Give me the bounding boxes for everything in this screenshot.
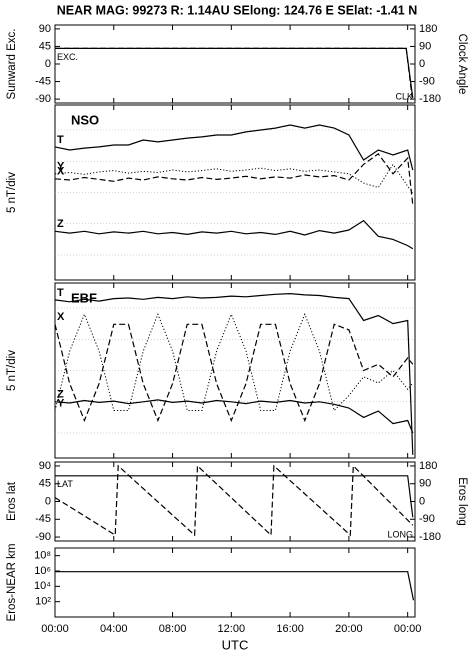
series-label: LONG (387, 529, 413, 539)
y-tick-label: 10⁶ (34, 565, 51, 577)
x-axis-label: UTC (222, 637, 249, 652)
y-tick-label: 0 (45, 495, 51, 507)
y2-tick-label: -90 (419, 75, 435, 87)
y-axis-label: 5 nT/div (6, 350, 18, 391)
x-tick-label: 00:00 (394, 623, 422, 635)
x-tick-label: 04:00 (100, 623, 128, 635)
series-line (54, 323, 414, 423)
y-tick-label: -45 (35, 513, 51, 525)
y2-tick-label: 90 (419, 40, 431, 52)
y2-tick-label: 0 (419, 495, 425, 507)
series-line (54, 464, 414, 537)
y-axis-label: 5 nT/div (6, 172, 18, 213)
y2-tick-label: 90 (419, 478, 431, 490)
panel-frame (54, 547, 416, 618)
series-label: CLK (395, 91, 413, 101)
y2-tick-label: 180 (419, 23, 437, 35)
series-label: T (57, 134, 64, 146)
series-line (55, 47, 414, 99)
series-line (55, 571, 415, 601)
x-tick-label: 20:00 (335, 623, 363, 635)
x-tick-label: 00:00 (41, 623, 69, 635)
y-tick-label: -90 (35, 93, 51, 105)
series-line (55, 475, 414, 518)
y-tick-label: 45 (39, 478, 51, 490)
series-line (54, 219, 414, 250)
y-tick-label: 10⁴ (34, 580, 51, 592)
x-tick-label: 16:00 (276, 623, 304, 635)
y2-tick-label: -180 (419, 93, 441, 105)
series-label: Z (57, 389, 64, 401)
y2-tick-label: 180 (419, 460, 437, 472)
x-tick-label: 12:00 (218, 623, 246, 635)
x-tick-label: 08:00 (159, 623, 187, 635)
y-tick-label: 45 (39, 40, 51, 52)
chart-title: NEAR MAG: 99273 R: 1.14AU SElong: 124.76… (57, 3, 418, 17)
y-axis-label: Eros-NEAR km (6, 544, 18, 622)
panel-label: EBF (71, 290, 97, 305)
series-line (54, 399, 414, 434)
series-label: Y (57, 161, 65, 173)
y2-axis-label: Clock Angle (456, 34, 468, 95)
series-line (54, 152, 414, 206)
series-label: EXC. (57, 52, 78, 62)
y2-tick-label: -180 (419, 531, 441, 543)
series-line (55, 47, 413, 98)
y2-axis-label: Eros long (456, 477, 468, 526)
y-tick-label: 10⁸ (34, 550, 51, 562)
series-label: T (57, 287, 64, 299)
y-tick-label: -90 (35, 531, 51, 543)
y-tick-label: 90 (39, 460, 51, 472)
series-line (54, 312, 414, 412)
series-line (54, 163, 414, 193)
series-label: X (57, 311, 65, 323)
series-label: Z (57, 218, 64, 230)
y-tick-label: 0 (45, 58, 51, 70)
series-label: LAT (57, 479, 73, 489)
y-axis-label: Sunward Exc. (6, 29, 18, 100)
y-axis-label: Eros lat (6, 481, 18, 521)
y-tick-label: 10² (35, 596, 51, 608)
panel-label: NSO (71, 112, 99, 127)
series-label: X (57, 166, 65, 178)
series-label: Y (57, 397, 65, 409)
series-line (54, 292, 414, 455)
y-tick-label: 90 (39, 23, 51, 35)
series-line (54, 124, 414, 171)
y2-tick-label: -90 (419, 513, 435, 525)
y-tick-label: -45 (35, 75, 51, 87)
y2-tick-label: 0 (419, 58, 425, 70)
panel-frame (54, 24, 416, 104)
